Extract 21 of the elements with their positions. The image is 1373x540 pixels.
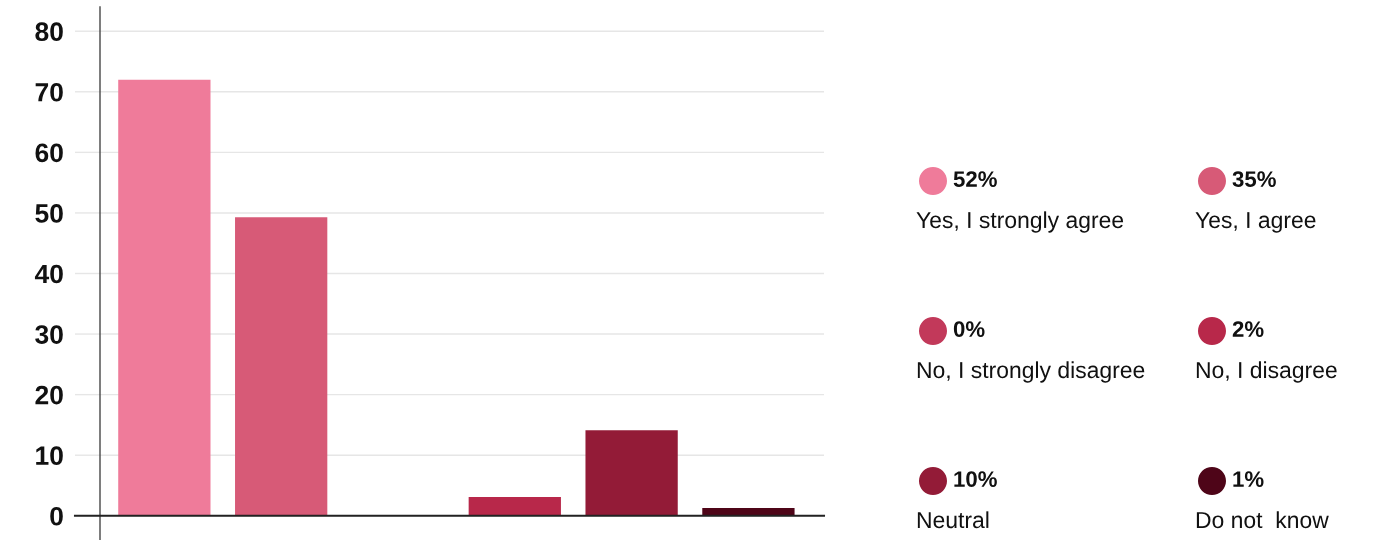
text: 0% bbox=[953, 321, 985, 337]
text: 52% bbox=[953, 171, 997, 187]
text: 1% bbox=[1233, 471, 1264, 487]
y-tick-label: 40 bbox=[34, 264, 63, 284]
legend-label: No, I disagree bbox=[1196, 361, 1337, 383]
y-tick-label: 30 bbox=[35, 325, 63, 344]
legend-label: Yes, I agree bbox=[1195, 212, 1316, 233]
text: 10% bbox=[954, 471, 997, 487]
legend-label: Do not know bbox=[1196, 511, 1329, 529]
y-tick-label: 20 bbox=[35, 385, 63, 405]
y-tick-label: 80 bbox=[35, 22, 63, 42]
y-tick-label: 50 bbox=[35, 204, 63, 223]
y-tick-label: 0 bbox=[50, 506, 63, 526]
legend-label: No, I strongly disagree bbox=[917, 361, 1145, 383]
y-tick-label: 70 bbox=[35, 82, 63, 102]
y-tick-label: 10 bbox=[36, 446, 63, 466]
y-tick-label: 60 bbox=[35, 143, 63, 163]
text: 35% bbox=[1232, 171, 1276, 187]
text: 2% bbox=[1232, 321, 1264, 337]
legend-label: Yes, I strongly agree bbox=[916, 211, 1124, 233]
legend-label: Neutral bbox=[917, 511, 989, 529]
